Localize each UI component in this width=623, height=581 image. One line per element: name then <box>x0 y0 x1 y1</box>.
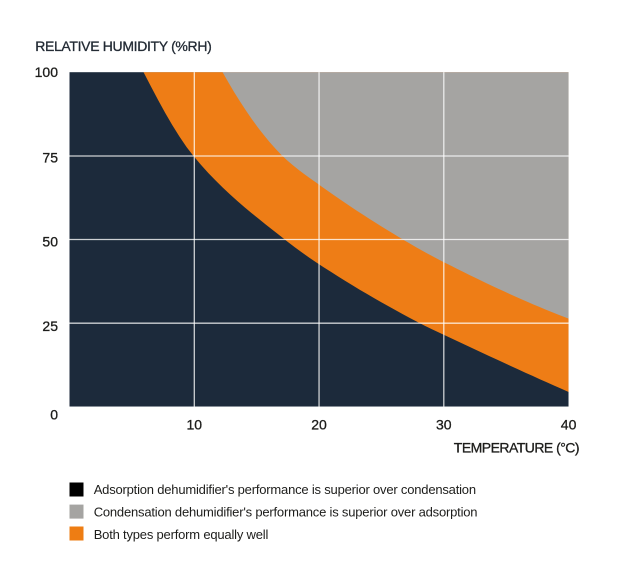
svg-text:30: 30 <box>436 416 452 432</box>
svg-text:Condensation dehumidifier's pe: Condensation dehumidifier's performance … <box>94 505 478 520</box>
svg-text:RELATIVE HUMIDITY (%RH): RELATIVE HUMIDITY (%RH) <box>35 38 211 54</box>
svg-text:10: 10 <box>187 416 203 432</box>
svg-text:Adsorption dehumidifier's perf: Adsorption dehumidifier's performance is… <box>94 482 476 497</box>
svg-text:0: 0 <box>50 407 58 423</box>
svg-text:TEMPERATURE (°C): TEMPERATURE (°C) <box>454 440 579 456</box>
svg-text:50: 50 <box>42 233 58 249</box>
svg-text:20: 20 <box>311 416 327 432</box>
svg-text:75: 75 <box>42 150 58 166</box>
svg-text:40: 40 <box>561 416 577 432</box>
svg-text:25: 25 <box>42 318 58 334</box>
svg-text:Both types perform equally wel: Both types perform equally well <box>94 527 269 542</box>
svg-text:100: 100 <box>35 64 59 80</box>
